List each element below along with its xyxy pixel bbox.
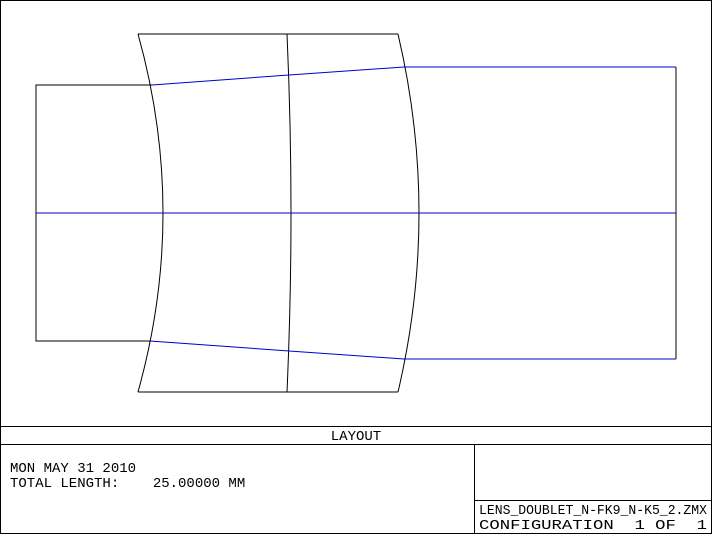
total-length: TOTAL LENGTH: 25.00000 MM	[10, 476, 245, 492]
marginal-ray-top	[151, 66, 676, 86]
configuration: CONFIGURATION 1 OF 1	[479, 518, 707, 534]
date: MON MAY 31 2010	[10, 461, 136, 477]
title: LAYOUT	[331, 429, 381, 445]
marginal-ray-bottom	[149, 340, 676, 360]
file-name: LENS_DOUBLET_N-FK9_N-K5_2.ZMX	[479, 503, 708, 519]
